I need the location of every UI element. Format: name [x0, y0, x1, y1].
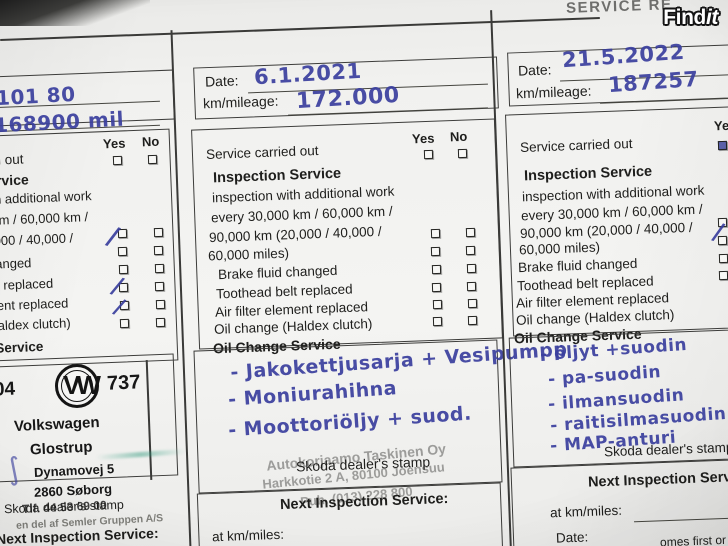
right-checkbox-carried-out-yes[interactable] [717, 140, 728, 151]
left-checkbox-carried-out-yes[interactable] [112, 155, 123, 166]
middle-item-3: 60,000 miles) [207, 245, 290, 264]
left-checkbox-no-2[interactable] [154, 263, 165, 274]
left-checklist-box [0, 128, 179, 370]
middle-checkbox-no-3[interactable] [466, 281, 477, 292]
left-no-label: No [141, 133, 160, 150]
left-stamp-number: 737 [106, 371, 141, 395]
middle-checkbox-yes-1[interactable] [430, 246, 441, 257]
middle-yes-label: Yes [411, 130, 435, 147]
left-stamp-line2: Glostrup [29, 438, 93, 459]
middle-checkbox-no-0[interactable] [465, 227, 476, 238]
left-section-title: rvice [0, 171, 29, 189]
watermark-it: it [705, 6, 718, 29]
middle-no-label: No [449, 128, 468, 145]
middle-checkbox-yes-3[interactable] [431, 282, 442, 293]
left-checkbox-no-4[interactable] [155, 299, 166, 310]
middle-checkbox-carried-out-yes[interactable] [423, 149, 434, 160]
left-checkbox-no-1[interactable] [153, 245, 164, 256]
right-next-date-label: Date: [555, 529, 589, 546]
middle-checkbox-yes-5[interactable] [432, 316, 443, 327]
middle-checkbox-carried-out-no[interactable] [457, 148, 468, 159]
left-checkbox-yes-1[interactable] [117, 246, 128, 257]
right-km-label: km/mileage: [515, 82, 592, 102]
middle-checkbox-no-4[interactable] [467, 298, 478, 309]
right-next-note: omes first or f [659, 532, 728, 546]
left-checkbox-yes-5[interactable] [119, 318, 130, 329]
left-checkbox-no-3[interactable] [154, 281, 165, 292]
left-date-value: 101 80 [0, 81, 77, 111]
left-item-5: elt replaced [0, 275, 54, 294]
right-item-3: 60,000 miles) [518, 239, 601, 258]
right-checkbox-yes-2[interactable] [718, 253, 728, 264]
middle-checkbox-yes-2[interactable] [431, 264, 442, 275]
left-item-4: hanged [0, 255, 32, 272]
left-yes-label: Yes [102, 135, 126, 152]
right-yes-label: Yes [713, 117, 728, 134]
middle-km-label: km/mileage: [202, 92, 279, 112]
middle-checkbox-no-2[interactable] [466, 263, 477, 274]
right-date-label: Date: [517, 61, 552, 79]
middle-date-label: Date: [204, 72, 239, 90]
middle-checkbox-no-1[interactable] [465, 245, 476, 256]
left-service-carried-out-label: l out [0, 151, 24, 168]
left-checkbox-no-5[interactable] [155, 317, 166, 328]
right-checkbox-yes-3[interactable] [718, 270, 728, 281]
left-checkbox-no-0[interactable] [153, 227, 164, 238]
middle-checkbox-yes-0[interactable] [430, 228, 441, 239]
middle-checkbox-yes-4[interactable] [432, 299, 443, 310]
left-stamp-code: 04 [0, 378, 16, 401]
middle-checkbox-no-5[interactable] [467, 315, 478, 326]
middle-next-km-label: at km/miles: [211, 526, 285, 545]
findit-watermark: Findit [663, 6, 718, 30]
left-oil-change-title: e Service [0, 338, 44, 356]
vw-logo-glyph: VW [63, 370, 101, 400]
right-next-km-label: at km/miles: [549, 502, 623, 521]
watermark-find: Find [663, 6, 706, 29]
left-checkbox-carried-out-no[interactable] [147, 154, 158, 165]
